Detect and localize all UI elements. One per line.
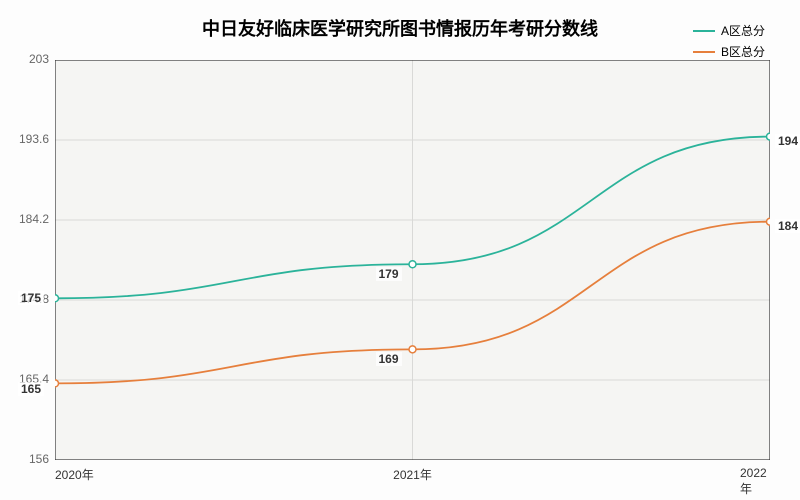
legend-item: B区总分 xyxy=(693,43,765,60)
legend-line-b xyxy=(693,51,715,53)
data-point-label: 165 xyxy=(18,382,44,396)
chart-title: 中日友好临床医学研究所图书情报历年考研分数线 xyxy=(202,15,598,41)
legend-line-a xyxy=(693,30,715,32)
legend-label: A区总分 xyxy=(721,22,765,39)
data-point-label: 184 xyxy=(775,219,800,233)
data-point-label: 169 xyxy=(375,352,401,366)
x-tick-label: 2021年 xyxy=(393,466,432,483)
legend: A区总分 B区总分 xyxy=(693,22,765,64)
x-tick-label: 2022年 xyxy=(740,466,770,497)
legend-item: A区总分 xyxy=(693,22,765,39)
data-point-label: 175 xyxy=(18,291,44,305)
legend-label: B区总分 xyxy=(721,43,765,60)
x-tick-label: 2020年 xyxy=(55,466,94,483)
data-point-label: 194 xyxy=(775,134,800,148)
y-tick-label: 203 xyxy=(29,52,49,66)
chart-container: 中日友好临床医学研究所图书情报历年考研分数线 A区总分 B区总分 156165.… xyxy=(0,0,800,500)
y-tick-label: 156 xyxy=(29,452,49,466)
y-tick-label: 193.6 xyxy=(19,132,49,146)
y-tick-label: 184.2 xyxy=(19,212,49,226)
data-point-label: 179 xyxy=(375,267,401,281)
plot-area xyxy=(55,60,770,460)
